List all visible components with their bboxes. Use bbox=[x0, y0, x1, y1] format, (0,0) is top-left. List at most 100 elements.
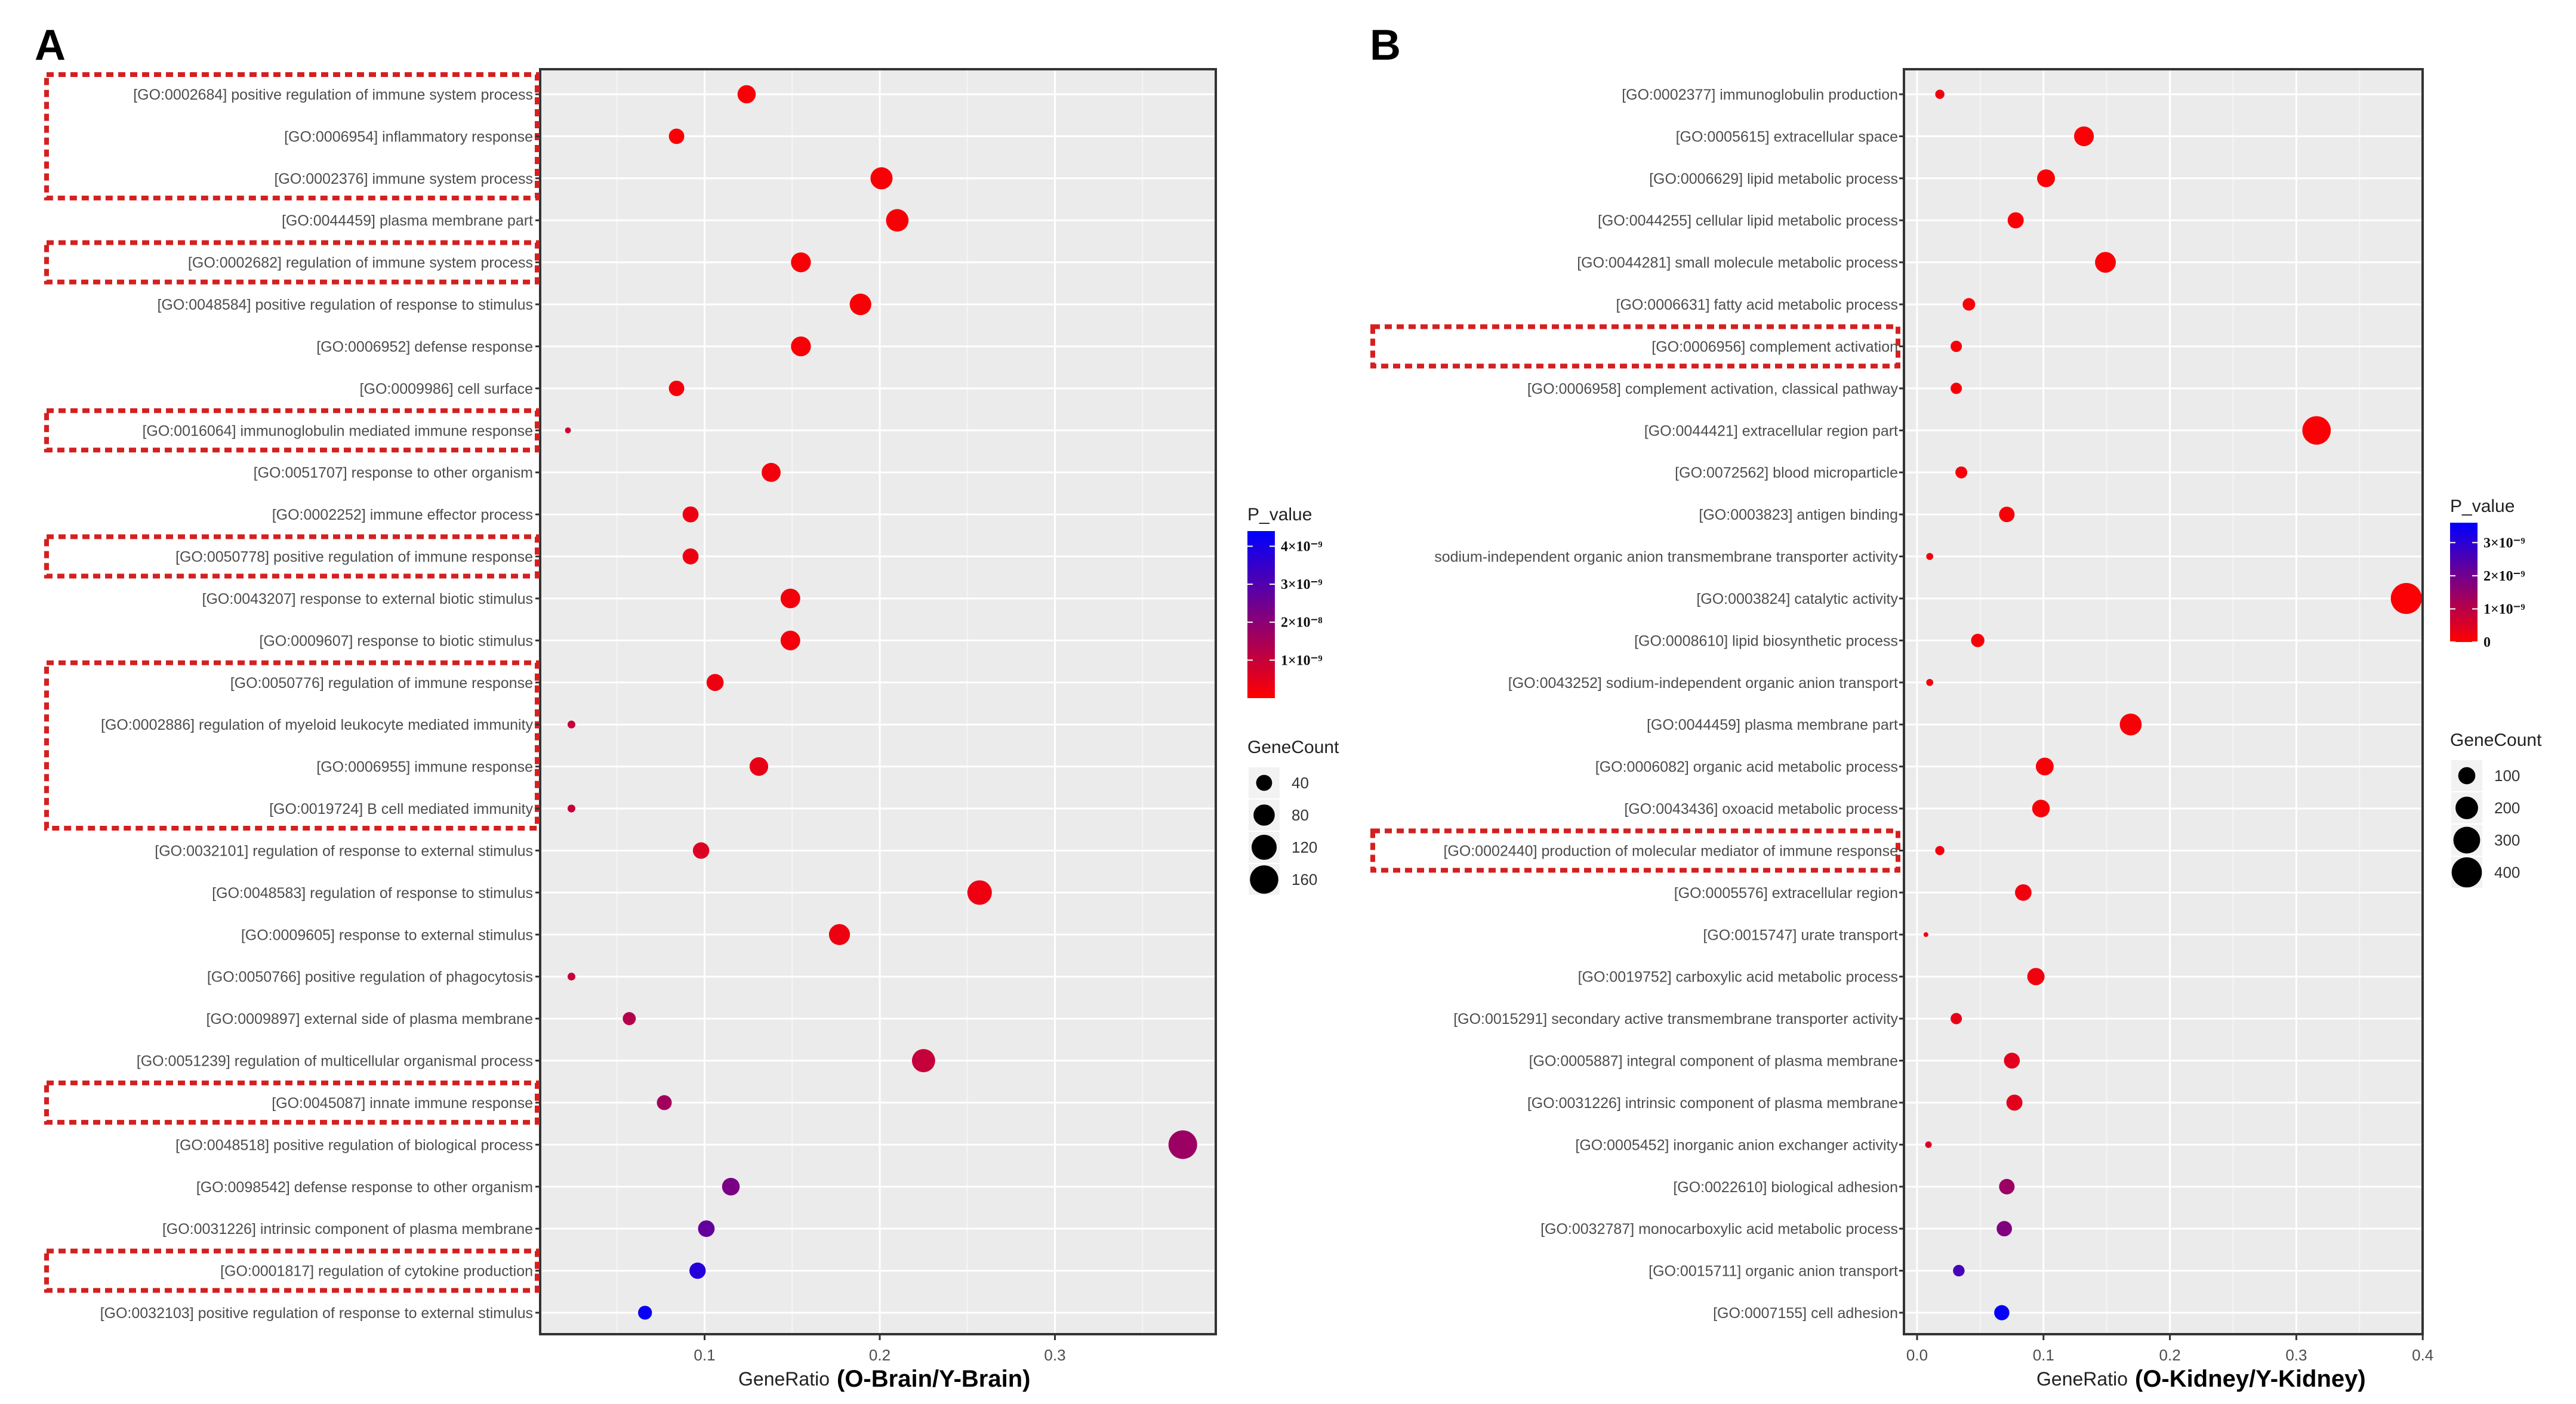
data-point bbox=[689, 1262, 706, 1279]
y-tick-label: [GO:0002252] immune effector process bbox=[272, 507, 533, 523]
data-point bbox=[1999, 507, 2015, 523]
y-tick-label: [GO:0006952] defense response bbox=[316, 338, 533, 355]
data-point bbox=[762, 462, 781, 482]
y-tick-label: [GO:0050766] positive regulation of phag… bbox=[207, 969, 533, 986]
color-legend-label: 3×10⁻⁹ bbox=[1281, 577, 1323, 593]
data-point bbox=[1925, 1141, 1932, 1148]
data-point bbox=[1953, 1264, 1965, 1277]
x-tick-label: 0.2 bbox=[2159, 1346, 2181, 1364]
data-point bbox=[1923, 932, 1928, 937]
y-tick-label: [GO:0031226] intrinsic component of plas… bbox=[1527, 1095, 1898, 1112]
y-tick-label: [GO:0031226] intrinsic component of plas… bbox=[162, 1221, 533, 1238]
data-point bbox=[1962, 298, 1976, 311]
data-point bbox=[737, 85, 756, 104]
y-tick-label: [GO:0022610] biological adhesion bbox=[1673, 1179, 1898, 1196]
x-tick-label: 0.1 bbox=[694, 1346, 715, 1364]
y-tick-label: [GO:0048583] regulation of response to s… bbox=[212, 885, 533, 902]
size-legend-label: 80 bbox=[1292, 806, 1309, 824]
y-tick-label: [GO:0007155] cell adhesion bbox=[1713, 1305, 1898, 1322]
y-tick-label: [GO:0044459] plasma membrane part bbox=[1647, 717, 1898, 733]
data-point bbox=[2390, 582, 2422, 614]
data-point bbox=[668, 380, 685, 396]
y-tick-label: [GO:0050778] positive regulation of immu… bbox=[175, 549, 533, 566]
y-tick-label: [GO:0002376] immune system process bbox=[274, 171, 533, 187]
data-point bbox=[2095, 252, 2116, 273]
panel-a: A [GO:0002684] positive regulation of imm… bbox=[35, 21, 1339, 1392]
data-point bbox=[791, 336, 811, 357]
size-legend-dot bbox=[1253, 804, 1275, 826]
size-legend-label: 40 bbox=[1292, 774, 1309, 792]
size-legend-dot bbox=[1256, 774, 1272, 791]
data-point bbox=[791, 252, 811, 273]
y-tick-label: [GO:0001817] regulation of cytokine prod… bbox=[220, 1263, 533, 1280]
color-legend-label: 3×10⁻⁹ bbox=[2483, 535, 2525, 551]
color-legend-title: P_value bbox=[1247, 505, 1312, 524]
y-tick-label: [GO:0009605] response to external stimul… bbox=[241, 927, 533, 943]
data-point bbox=[2037, 169, 2056, 187]
data-point bbox=[2027, 968, 2045, 986]
data-point bbox=[2006, 1094, 2023, 1111]
data-point bbox=[1955, 466, 1968, 479]
y-tick-label: [GO:0009607] response to biotic stimulus bbox=[259, 632, 533, 649]
color-legend-label: 1×10⁻⁹ bbox=[2483, 601, 2525, 617]
size-legend-label: 160 bbox=[1292, 871, 1317, 888]
y-tick-label: [GO:0015711] organic anion transport bbox=[1648, 1263, 1898, 1280]
y-tick-label: [GO:0006631] fatty acid metabolic proces… bbox=[1616, 297, 1898, 313]
color-legend-label: 1×10⁻⁹ bbox=[1281, 653, 1323, 668]
color-legend-label: 2×10⁻⁹ bbox=[2483, 569, 2525, 584]
data-point bbox=[911, 1049, 935, 1072]
color-bar bbox=[2450, 523, 2478, 642]
y-tick-label: [GO:0006629] lipid metabolic process bbox=[1649, 171, 1898, 187]
highlight-box bbox=[44, 660, 540, 831]
highlight-box bbox=[44, 1248, 540, 1293]
y-tick-label: [GO:0006958] complement activation, clas… bbox=[1527, 381, 1899, 397]
x-tick-label: 0.2 bbox=[869, 1346, 890, 1364]
panel-label: B bbox=[1370, 21, 1401, 69]
y-tick-label: [GO:0002886] regulation of myeloid leuko… bbox=[101, 717, 533, 733]
highlight-box bbox=[44, 408, 540, 453]
size-legend-label: 200 bbox=[2494, 799, 2520, 817]
data-point bbox=[698, 1220, 715, 1238]
x-axis-title: GeneRatio bbox=[2036, 1368, 2128, 1390]
data-point bbox=[2073, 126, 2094, 147]
color-legend-label: 0 bbox=[2483, 635, 2491, 650]
y-tick-label: [GO:0098542] defense response to other o… bbox=[196, 1179, 533, 1196]
data-point bbox=[2032, 800, 2050, 817]
data-point bbox=[1971, 634, 1985, 647]
panel-b: B [GO:0002377] immunoglobulin production [… bbox=[1370, 21, 2542, 1392]
data-point bbox=[1996, 1221, 2013, 1237]
data-point bbox=[638, 1306, 652, 1320]
data-point bbox=[1926, 678, 1934, 686]
y-tick-label: sodium-independent organic anion transme… bbox=[1434, 549, 1898, 566]
data-point bbox=[2015, 884, 2032, 901]
highlight-box bbox=[1370, 324, 1900, 369]
x-tick-label: 0.3 bbox=[1044, 1346, 1065, 1364]
data-point bbox=[967, 880, 992, 905]
data-point bbox=[780, 630, 800, 650]
y-tick-label: [GO:0044255] cellular lipid metabolic pr… bbox=[1598, 212, 1898, 229]
color-legend-title: P_value bbox=[2450, 496, 2515, 516]
data-point bbox=[870, 167, 893, 190]
data-point bbox=[2119, 713, 2142, 736]
x-tick-label: 0.4 bbox=[2412, 1346, 2433, 1364]
y-tick-label: [GO:0048584] positive regulation of resp… bbox=[157, 297, 533, 313]
y-tick-label: [GO:0019752] carboxylic acid metabolic p… bbox=[1578, 969, 1898, 986]
y-tick-label: [GO:0050776] regulation of immune respon… bbox=[230, 675, 533, 692]
y-tick-label: [GO:0044281] small molecule metabolic pr… bbox=[1577, 255, 1898, 271]
plot-border bbox=[1903, 68, 2424, 1335]
y-tick-label: [GO:0051707] response to other organism bbox=[254, 465, 533, 482]
data-point bbox=[682, 506, 699, 523]
y-tick-label: [GO:0006954] inflammatory response bbox=[284, 128, 533, 145]
y-tick-label: [GO:0051239] regulation of multicellular… bbox=[137, 1053, 533, 1070]
plot-border bbox=[539, 68, 1217, 1335]
data-point bbox=[567, 804, 575, 813]
data-point bbox=[567, 973, 575, 981]
size-legend-label: 300 bbox=[2494, 831, 2520, 849]
data-point bbox=[565, 427, 571, 434]
size-legend-label: 400 bbox=[2494, 863, 2520, 881]
y-tick-label: [GO:0002440] production of molecular med… bbox=[1443, 843, 1898, 859]
plot-background bbox=[540, 69, 1216, 1334]
y-tick-label: [GO:0043436] oxoacid metabolic process bbox=[1624, 801, 1898, 817]
size-legend-dot bbox=[1251, 834, 1277, 860]
